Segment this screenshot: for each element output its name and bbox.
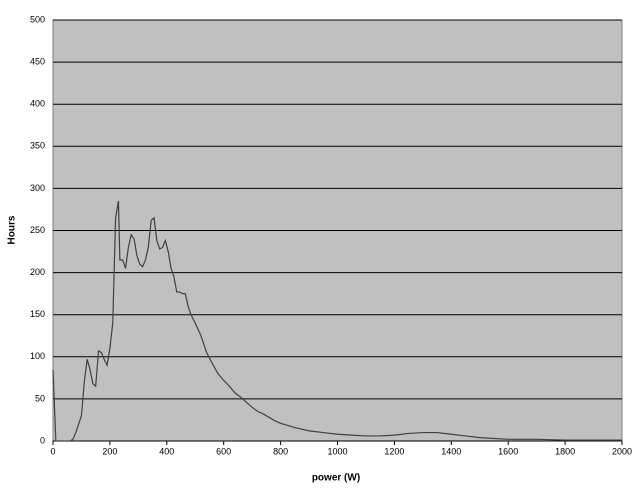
x-tick-label: 600 <box>216 446 231 456</box>
x-tick-label: 1400 <box>441 446 461 456</box>
y-tick-label: 450 <box>30 56 45 66</box>
line-series <box>52 200 622 442</box>
y-tick-label: 250 <box>30 225 45 235</box>
x-tick-label: 800 <box>273 446 288 456</box>
y-tick-label: 0 <box>40 435 45 445</box>
y-tick-label: 50 <box>35 393 45 403</box>
x-tick-label: 1000 <box>327 446 347 456</box>
y-axis-label: Hours <box>7 215 18 244</box>
x-axis-label: power (W) <box>312 473 360 484</box>
y-tick-label: 500 <box>30 14 45 24</box>
y-tick-label: 100 <box>30 351 45 361</box>
x-tick-label: 0 <box>50 446 55 456</box>
x-tick-label: 1800 <box>555 446 575 456</box>
y-tick-label: 200 <box>30 267 45 277</box>
x-tick-label: 200 <box>102 446 117 456</box>
x-tick-label: 400 <box>159 446 174 456</box>
y-tick-label: 150 <box>30 309 45 319</box>
y-tick-label: 350 <box>30 141 45 151</box>
x-tick-label: 1200 <box>384 446 404 456</box>
x-tick-label: 2000 <box>612 446 632 456</box>
y-tick-label: 300 <box>30 183 45 193</box>
x-tick-label: 1600 <box>498 446 518 456</box>
y-tick-label: 400 <box>30 99 45 109</box>
